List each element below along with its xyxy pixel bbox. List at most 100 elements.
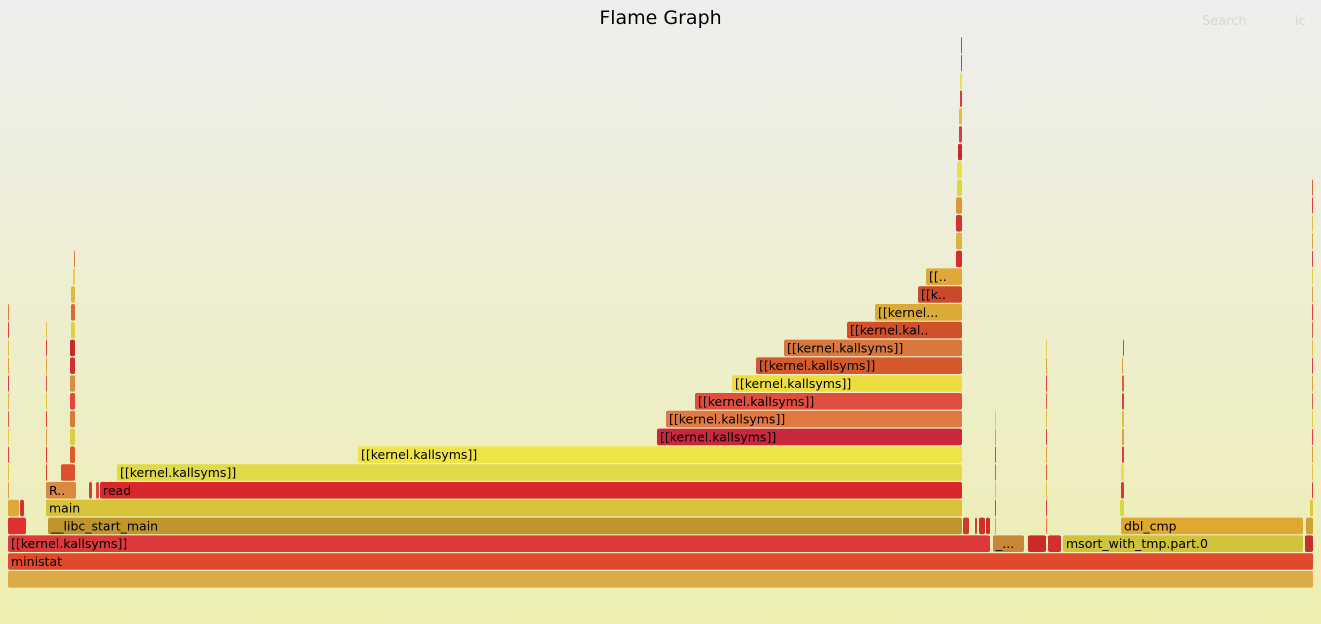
flame-frame-rect[interactable] (117, 464, 962, 481)
flame-frame-rect[interactable] (1046, 375, 1047, 392)
flame-frame-rect[interactable] (1121, 464, 1124, 481)
flame-frame-rect[interactable] (70, 410, 75, 428)
flame-frame-rect[interactable] (1312, 464, 1313, 481)
flame-frame[interactable] (963, 517, 969, 535)
flame-frame[interactable] (1046, 517, 1047, 535)
flame-frame-rect[interactable] (918, 286, 962, 303)
flame-frame[interactable] (1306, 517, 1313, 535)
flame-frame-rect[interactable] (1120, 499, 1124, 517)
flame-frame-rect[interactable] (8, 446, 9, 463)
flame-frame[interactable]: [[kernel.kallsyms]] (117, 464, 962, 481)
flame-frame[interactable] (1046, 339, 1047, 357)
flame-frame-rect[interactable] (48, 517, 962, 535)
flame-frame[interactable] (1122, 446, 1124, 463)
flame-frame-rect[interactable] (8, 410, 9, 428)
flame-frame-rect[interactable] (46, 375, 47, 392)
flame-frame-rect[interactable] (8, 482, 9, 499)
flame-frame-rect[interactable] (957, 179, 962, 196)
flame-frame-rect[interactable] (61, 464, 75, 481)
flame-frame-rect[interactable] (1312, 375, 1313, 392)
flame-frame-rect[interactable] (46, 464, 47, 481)
flame-frame[interactable] (46, 393, 47, 410)
flame-frame-rect[interactable] (963, 517, 969, 535)
flame-frame-rect[interactable] (1046, 357, 1047, 374)
flame-frame[interactable] (1122, 357, 1123, 374)
flame-frame[interactable]: [[.. (926, 268, 962, 285)
flame-frame[interactable] (89, 482, 92, 499)
flame-frame[interactable] (1312, 179, 1313, 196)
flame-frame-rect[interactable] (8, 375, 9, 392)
flame-frame[interactable] (995, 482, 996, 499)
flame-frame-rect[interactable] (995, 499, 996, 517)
flame-frame-rect[interactable] (1312, 428, 1313, 446)
flame-frame[interactable] (956, 215, 962, 232)
flame-frame[interactable] (959, 126, 962, 143)
flame-frame[interactable] (1046, 428, 1047, 446)
flame-frame[interactable] (8, 393, 9, 410)
flame-frame[interactable] (1046, 393, 1047, 410)
flame-frame[interactable] (1312, 375, 1313, 392)
flame-frame[interactable] (1123, 339, 1124, 357)
flame-frame-rect[interactable] (20, 499, 24, 517)
flame-frame-rect[interactable] (1046, 499, 1047, 517)
flame-frame-rect[interactable] (926, 268, 962, 285)
flame-frame-rect[interactable] (46, 499, 962, 517)
flame-frame[interactable]: msort_with_tmp.part.0 (1063, 535, 1303, 552)
flame-frame[interactable] (960, 72, 962, 90)
flame-frame[interactable] (8, 571, 1313, 588)
flame-frame-rect[interactable] (96, 482, 99, 499)
flame-frame[interactable] (8, 410, 9, 428)
flame-frame[interactable] (957, 179, 962, 196)
flame-frame-rect[interactable] (1046, 482, 1047, 499)
flame-frame[interactable] (8, 464, 9, 481)
flame-frame-rect[interactable] (46, 446, 47, 463)
flame-frame[interactable] (960, 90, 962, 107)
flame-frame[interactable] (46, 375, 47, 392)
flame-frame-rect[interactable] (1123, 339, 1124, 357)
flame-frame-rect[interactable] (1312, 215, 1313, 232)
flame-frame[interactable] (1122, 393, 1124, 410)
flame-frame-rect[interactable] (46, 339, 47, 357)
flame-frame-rect[interactable] (959, 126, 962, 143)
flame-frame[interactable] (1120, 499, 1124, 517)
flame-frame[interactable] (46, 357, 47, 374)
flame-frame[interactable] (1312, 268, 1313, 285)
flame-frame-rect[interactable] (1122, 357, 1123, 374)
flame-frame-rect[interactable] (1312, 286, 1313, 303)
flame-frame-rect[interactable] (1122, 375, 1124, 392)
flame-frame-rect[interactable] (8, 428, 9, 446)
flame-frame-rect[interactable] (71, 286, 75, 303)
flame-frame[interactable] (1046, 375, 1047, 392)
flame-frame-rect[interactable] (1312, 339, 1313, 357)
flame-frame[interactable] (995, 499, 996, 517)
flame-frame[interactable] (959, 108, 962, 125)
flame-frame-rect[interactable] (956, 215, 962, 232)
flame-frame-rect[interactable] (1046, 517, 1047, 535)
flame-frame[interactable] (1121, 482, 1124, 499)
flame-frame[interactable] (8, 357, 9, 374)
flame-frame[interactable] (1312, 410, 1313, 428)
flame-frame[interactable] (957, 161, 962, 179)
flame-frame-rect[interactable] (8, 304, 9, 321)
flame-frame-rect[interactable] (666, 410, 962, 428)
flame-frame[interactable] (1312, 232, 1313, 250)
flame-frame-rect[interactable] (995, 517, 996, 535)
flame-frame-rect[interactable] (46, 428, 47, 446)
flame-frame-rect[interactable] (1046, 393, 1047, 410)
flame-frame-rect[interactable] (73, 268, 75, 285)
flame-frame[interactable] (70, 357, 75, 374)
flame-frame-rect[interactable] (8, 553, 1313, 570)
flame-frame-rect[interactable] (995, 482, 996, 499)
flame-frame-rect[interactable] (756, 357, 962, 374)
flame-frame[interactable] (961, 37, 962, 54)
flame-frame-rect[interactable] (70, 357, 75, 374)
flame-frame[interactable] (1305, 535, 1313, 552)
flame-frame-rect[interactable] (875, 304, 962, 321)
flame-frame-rect[interactable] (71, 304, 75, 321)
flame-frame-rect[interactable] (961, 54, 962, 72)
flame-frame-rect[interactable] (70, 339, 75, 357)
flame-frame-rect[interactable] (1046, 464, 1047, 481)
flame-frame-rect[interactable] (1312, 304, 1313, 321)
flame-frame[interactable] (1312, 215, 1313, 232)
flame-frame[interactable] (73, 268, 75, 285)
